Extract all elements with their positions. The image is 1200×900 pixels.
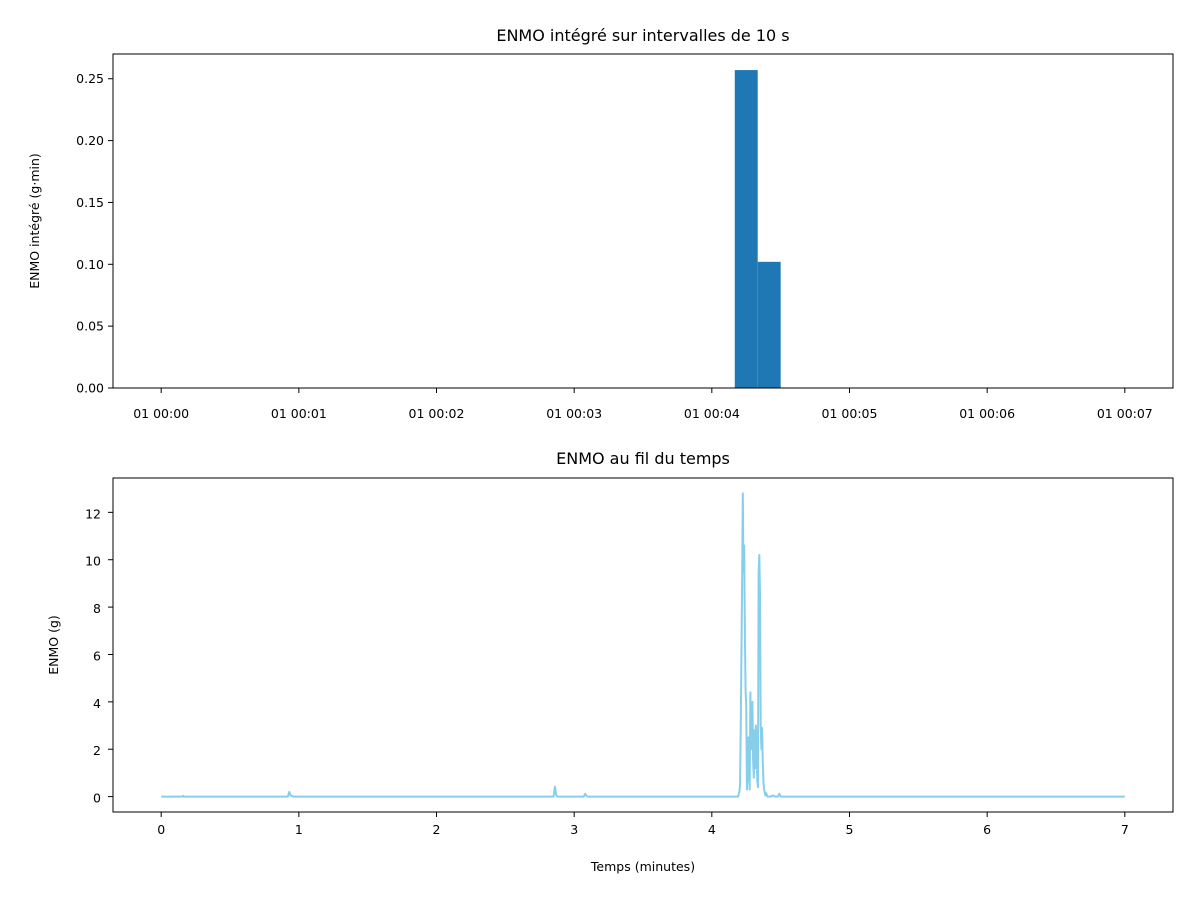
y-tick-label: 8 [93,601,101,616]
y-tick-label: 0.15 [76,195,104,210]
x-tick-label: 01 00:07 [1097,406,1153,421]
bottom-y-ticks: 0 2 4 6 8 10 12 [85,506,113,806]
x-tick-label: 3 [570,822,578,837]
top-chart-title: ENMO intégré sur intervalles de 10 s [496,26,789,45]
bar [734,70,758,388]
y-tick-label: 0.25 [76,71,104,86]
x-tick-label: 2 [433,822,441,837]
y-tick-label: 0.00 [76,381,104,396]
y-tick-label: 6 [93,648,101,663]
y-tick-label: 0 [93,791,101,806]
x-tick-label: 1 [295,822,303,837]
y-tick-label: 10 [85,554,101,569]
y-tick-label: 0.10 [76,257,104,272]
x-tick-label: 01 00:02 [409,406,465,421]
y-tick-label: 0.05 [76,319,104,334]
x-tick-label: 5 [846,822,854,837]
x-tick-label: 01 00:05 [822,406,878,421]
bottom-chart-x-axis-label: Temps (minutes) [590,859,695,874]
x-tick-label: 01 00:06 [959,406,1015,421]
enmo-timeseries-chart: ENMO au fil du temps ENMO (g) Temps (min… [46,449,1174,874]
y-tick-label: 4 [93,696,101,711]
x-tick-label: 01 00:04 [684,406,740,421]
top-bars [734,70,781,388]
bottom-chart-title: ENMO au fil du temps [556,449,730,468]
enmo-series-line [161,492,1125,798]
x-tick-label: 01 00:00 [133,406,189,421]
bottom-x-ticks: 0 1 2 3 4 5 6 7 [157,812,1129,837]
x-tick-label: 6 [983,822,991,837]
y-tick-label: 12 [85,506,101,521]
bottom-plot-frame [112,477,1174,813]
y-tick-label: 2 [93,743,101,758]
integrated-enmo-chart: ENMO intégré sur intervalles de 10 s ENM… [27,26,1174,421]
x-tick-label: 01 00:01 [271,406,327,421]
top-chart-y-axis-label: ENMO intégré (g·min) [27,153,42,289]
x-tick-label: 7 [1121,822,1129,837]
x-tick-label: 4 [708,822,716,837]
top-plot-frame [112,53,1174,389]
y-tick-label: 0.20 [76,133,104,148]
bar [757,261,781,388]
x-tick-label: 0 [157,822,165,837]
top-x-ticks: 01 00:00 01 00:01 01 00:02 01 00:03 01 00:04… [133,388,1153,421]
x-tick-label: 01 00:03 [546,406,602,421]
top-y-ticks: 0.00 0.05 0.10 0.15 0.20 0.25 [76,71,113,396]
bottom-chart-y-axis-label: ENMO (g) [46,615,61,675]
